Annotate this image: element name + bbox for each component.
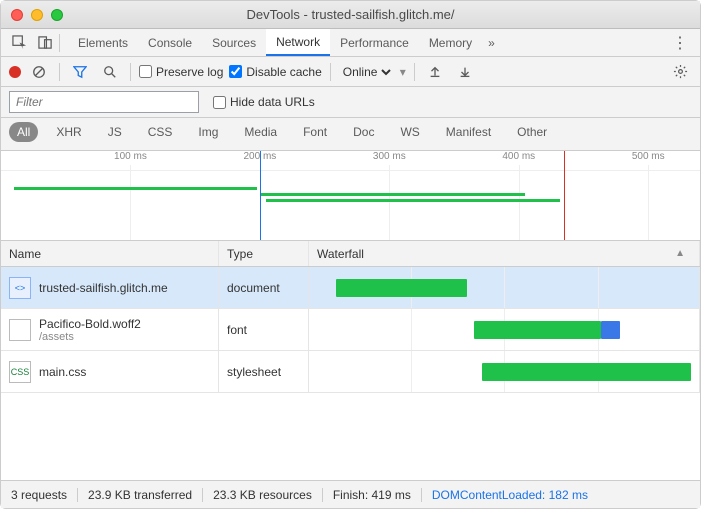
- sort-indicator-icon: ▲: [675, 248, 685, 259]
- window-titlebar: DevTools - trusted-sailfish.glitch.me/: [1, 1, 700, 29]
- request-waterfall: [309, 309, 700, 350]
- tab-list: ElementsConsoleSourcesNetworkPerformance…: [68, 29, 482, 56]
- filter-bar: Hide data URLs: [1, 87, 700, 118]
- disable-cache-label: Disable cache: [246, 65, 321, 79]
- filter-toggle-icon[interactable]: [68, 61, 92, 83]
- type-filter-all[interactable]: All: [9, 122, 38, 142]
- type-filter-js[interactable]: JS: [100, 122, 130, 142]
- tab-sources[interactable]: Sources: [202, 29, 266, 56]
- hide-data-urls-label: Hide data URLs: [230, 95, 315, 109]
- network-table: Name Type Waterfall ▲ <>trusted-sailfish…: [1, 241, 700, 480]
- inspect-element-icon[interactable]: [7, 32, 31, 54]
- separator: [59, 34, 60, 52]
- tab-console[interactable]: Console: [138, 29, 202, 56]
- type-filter-css[interactable]: CSS: [140, 122, 181, 142]
- request-row[interactable]: <>trusted-sailfish.glitch.medocument: [1, 267, 700, 309]
- type-filter-img[interactable]: Img: [190, 122, 226, 142]
- more-tabs-button[interactable]: »: [482, 36, 501, 50]
- load-marker: [564, 151, 565, 240]
- timeline-tick: 100 ms: [114, 151, 147, 162]
- throttling-select[interactable]: Online: [339, 64, 394, 80]
- request-waterfall: [309, 267, 700, 308]
- chevron-down-icon: ▾: [400, 65, 406, 79]
- status-resources: 23.3 KB resources: [203, 488, 323, 502]
- tab-performance[interactable]: Performance: [330, 29, 419, 56]
- tab-memory[interactable]: Memory: [419, 29, 482, 56]
- request-type: font: [219, 309, 309, 350]
- type-filter-font[interactable]: Font: [295, 122, 335, 142]
- preserve-log-label: Preserve log: [156, 65, 223, 79]
- table-header: Name Type Waterfall ▲: [1, 241, 700, 267]
- type-filter-other[interactable]: Other: [509, 122, 555, 142]
- request-waterfall: [309, 351, 700, 392]
- separator: [330, 63, 331, 81]
- separator: [59, 63, 60, 81]
- status-bar: 3 requests 23.9 KB transferred 23.3 KB r…: [1, 480, 700, 508]
- network-toolbar: Preserve log Disable cache Online ▾: [1, 57, 700, 87]
- status-domcontentloaded: DOMContentLoaded: 182 ms: [422, 488, 588, 502]
- upload-har-icon[interactable]: [423, 61, 447, 83]
- request-name: trusted-sailfish.glitch.me: [39, 281, 168, 295]
- request-row[interactable]: Pacifico-Bold.woff2/assets font: [1, 309, 700, 351]
- status-transferred: 23.9 KB transferred: [78, 488, 203, 502]
- zoom-window-icon[interactable]: [51, 9, 63, 21]
- separator: [130, 63, 131, 81]
- panel-tabs: ElementsConsoleSourcesNetworkPerformance…: [1, 29, 700, 57]
- disable-cache-checkbox[interactable]: Disable cache: [229, 65, 321, 79]
- clear-button[interactable]: [27, 61, 51, 83]
- type-filter-manifest[interactable]: Manifest: [438, 122, 499, 142]
- request-name: Pacifico-Bold.woff2: [39, 317, 141, 331]
- timeline-tick: 300 ms: [373, 151, 406, 162]
- type-filter-doc[interactable]: Doc: [345, 122, 382, 142]
- device-toolbar-icon[interactable]: [33, 32, 57, 54]
- column-header-waterfall[interactable]: Waterfall ▲: [309, 241, 700, 266]
- record-button[interactable]: [9, 66, 21, 78]
- search-icon[interactable]: [98, 61, 122, 83]
- timeline-bars: [1, 187, 700, 207]
- type-filter-row: All XHR JS CSS Img Media Font Doc WS Manifest Othe…: [1, 118, 700, 151]
- settings-gear-icon[interactable]: [668, 61, 692, 83]
- minimize-window-icon[interactable]: [31, 9, 43, 21]
- request-row[interactable]: CSSmain.cssstylesheet: [1, 351, 700, 393]
- filter-input[interactable]: [9, 91, 199, 113]
- status-requests: 3 requests: [11, 488, 78, 502]
- tab-elements[interactable]: Elements: [68, 29, 138, 56]
- timeline-tick: 400 ms: [502, 151, 535, 162]
- separator: [414, 63, 415, 81]
- dom-content-loaded-marker: [260, 151, 261, 240]
- close-window-icon[interactable]: [11, 9, 23, 21]
- type-filter-ws[interactable]: WS: [392, 122, 427, 142]
- request-path: /assets: [39, 331, 141, 343]
- window-controls: [1, 9, 63, 21]
- status-finish: Finish: 419 ms: [323, 488, 422, 502]
- hide-data-urls-checkbox[interactable]: Hide data URLs: [213, 95, 315, 109]
- devtools-menu-icon[interactable]: ⋮: [666, 33, 694, 53]
- type-filter-media[interactable]: Media: [236, 122, 285, 142]
- tab-network[interactable]: Network: [266, 29, 330, 56]
- column-header-type[interactable]: Type: [219, 241, 309, 266]
- timeline-tick: 500 ms: [632, 151, 665, 162]
- download-har-icon[interactable]: [453, 61, 477, 83]
- preserve-log-checkbox[interactable]: Preserve log: [139, 65, 223, 79]
- type-filter-xhr[interactable]: XHR: [48, 122, 89, 142]
- request-type: document: [219, 267, 309, 308]
- request-type: stylesheet: [219, 351, 309, 392]
- timeline-overview[interactable]: 100 ms200 ms300 ms400 ms500 ms: [1, 151, 700, 241]
- timeline-ruler: 100 ms200 ms300 ms400 ms500 ms: [1, 151, 700, 171]
- window-title: DevTools - trusted-sailfish.glitch.me/: [1, 7, 700, 22]
- column-header-name[interactable]: Name: [1, 241, 219, 266]
- request-name: main.css: [39, 365, 86, 379]
